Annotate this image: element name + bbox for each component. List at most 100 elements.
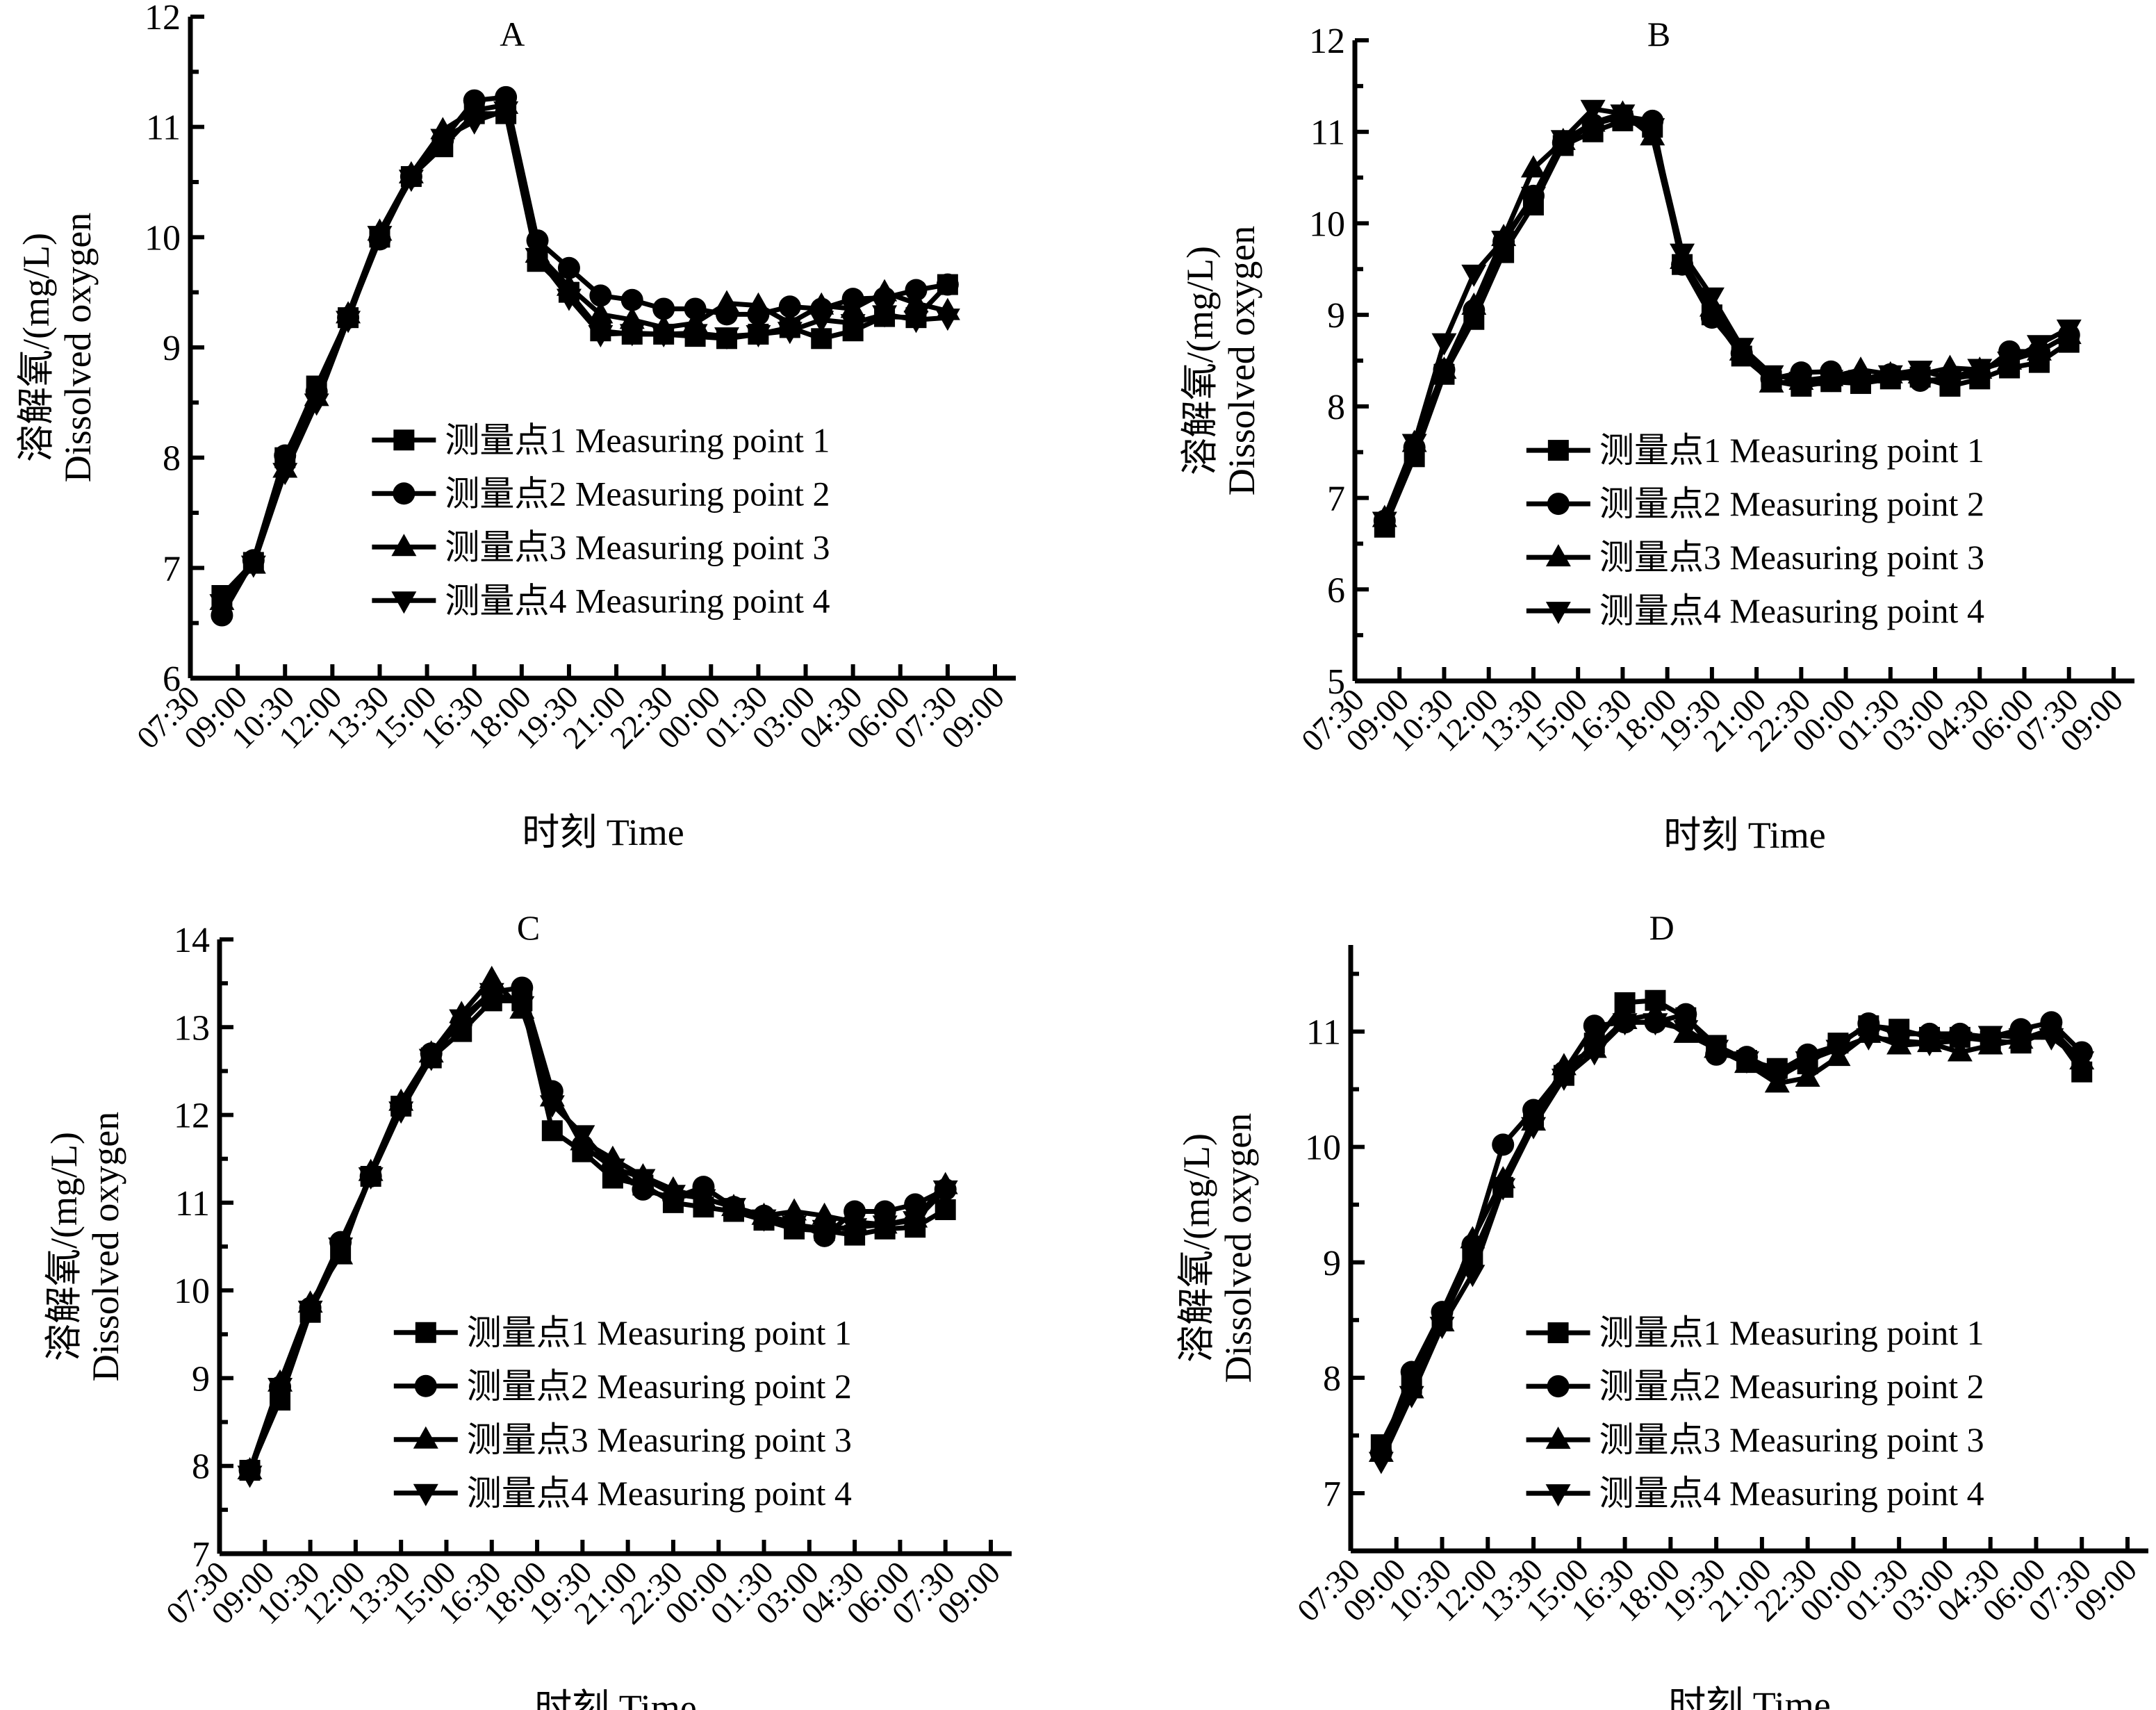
y-axis-title-cn: 溶解氧/(mg/L) — [43, 1132, 85, 1361]
y-axis-title-en: Dissolved oxygen — [85, 1112, 126, 1381]
legend-item: 测量点3 Measuring point 3 — [393, 1420, 852, 1459]
data-point — [328, 1238, 354, 1260]
data-point — [1856, 1028, 1882, 1051]
data-point — [751, 1209, 777, 1232]
data-point — [1825, 1039, 1851, 1062]
data-point — [684, 297, 707, 320]
panel-b: 5678910111207:3009:0010:3012:0013:3015:0… — [1179, 15, 2134, 856]
panel-title: D — [1649, 908, 1674, 947]
y-tick-label: 12 — [145, 0, 181, 38]
y-tick-label: 9 — [1323, 1244, 1341, 1283]
data-point — [842, 1218, 868, 1241]
data-point — [1491, 231, 1517, 254]
data-point — [1368, 1452, 1394, 1474]
y-tick-label: 8 — [163, 439, 181, 479]
x-axis-title: 时刻 Time — [534, 1687, 697, 1710]
legend-item: 测量点2 Measuring point 2 — [1526, 484, 1984, 523]
series-4 — [209, 101, 960, 617]
y-tick-label: 13 — [174, 1008, 210, 1048]
data-point — [721, 1198, 746, 1221]
y-tick-label: 10 — [1305, 1128, 1341, 1168]
legend-item: 测量点1 Measuring point 1 — [1526, 431, 1984, 470]
legend-item: 测量点4 Measuring point 4 — [372, 581, 830, 620]
y-tick-label: 5 — [1327, 662, 1345, 702]
panel-c: 789101112131407:3009:0010:3012:0013:3015… — [43, 908, 1012, 1710]
y-tick-label: 7 — [1327, 479, 1345, 519]
x-axis-title: 时刻 Time — [522, 812, 684, 853]
y-tick-label: 8 — [192, 1447, 210, 1487]
legend-item: 测量点1 Measuring point 1 — [1526, 1313, 1984, 1352]
data-point — [935, 309, 960, 331]
data-point — [367, 226, 393, 249]
y-tick-label: 8 — [1327, 388, 1345, 427]
y-tick-label: 11 — [175, 1184, 210, 1224]
data-point — [1399, 1386, 1424, 1408]
data-point — [1640, 118, 1665, 141]
legend: 测量点1 Measuring point 1 测量点2 Measuring poi… — [393, 1313, 852, 1513]
data-point — [461, 112, 487, 135]
legend-label: 测量点3 Measuring point 3 — [1599, 538, 1984, 577]
y-axis-title-cn: 溶解氧/(mg/L) — [1179, 246, 1221, 475]
legend-marker — [1547, 440, 1569, 461]
legend-marker — [1545, 602, 1571, 625]
data-point — [1788, 371, 1814, 394]
panel-title: A — [500, 15, 525, 54]
legend-label: 测量点2 Measuring point 2 — [1599, 1367, 1984, 1406]
data-point — [209, 594, 235, 617]
data-point — [1674, 1003, 1697, 1026]
x-axis-title: 时刻 Time — [1663, 814, 1826, 856]
data-point — [782, 1215, 807, 1238]
data-point — [1429, 1317, 1455, 1340]
legend-label: 测量点1 Measuring point 1 — [1599, 1313, 1984, 1352]
legend-marker — [1547, 1322, 1569, 1344]
data-point — [1877, 365, 1903, 388]
legend-item: 测量点4 Measuring point 4 — [393, 1474, 852, 1513]
legend-item: 测量点3 Measuring point 3 — [1526, 538, 1984, 577]
y-tick-label: 6 — [1327, 570, 1345, 610]
y-axis-title-en: Dissolved oxygen — [1221, 226, 1262, 495]
legend-marker — [415, 1322, 436, 1343]
panel-a: 678910111207:3009:0010:3012:0013:3015:00… — [15, 0, 1016, 853]
legend-label: 测量点3 Measuring point 3 — [467, 1420, 852, 1459]
legend-label: 测量点2 Measuring point 2 — [445, 474, 830, 513]
data-point — [358, 1167, 384, 1190]
data-point — [1580, 99, 1606, 122]
legend-item: 测量点1 Measuring point 1 — [372, 420, 830, 459]
data-point — [336, 311, 361, 334]
data-point — [511, 976, 534, 999]
data-point — [2039, 1028, 2064, 1051]
legend-item: 测量点3 Measuring point 3 — [1526, 1420, 1984, 1459]
panel-title: C — [517, 908, 540, 947]
legend-label: 测量点3 Measuring point 3 — [445, 527, 830, 566]
data-point — [1947, 1031, 1973, 1054]
data-point — [903, 290, 929, 313]
data-point — [1795, 1064, 1820, 1087]
data-point — [588, 324, 614, 347]
data-point — [932, 1180, 958, 1203]
data-point — [1490, 1178, 1516, 1201]
series-4 — [237, 983, 958, 1488]
data-point — [630, 1169, 656, 1192]
y-tick-label: 7 — [163, 549, 181, 589]
y-tick-label: 9 — [1327, 296, 1345, 336]
legend-marker — [391, 534, 417, 557]
x-axis-title: 时刻 Time — [1668, 1684, 1831, 1710]
data-point — [398, 170, 424, 192]
data-point — [557, 256, 580, 279]
data-point — [809, 311, 834, 334]
data-point — [935, 1199, 956, 1220]
data-point — [1461, 264, 1487, 287]
legend: 测量点1 Measuring point 1 测量点2 Measuring poi… — [372, 420, 830, 620]
legend-marker — [1545, 544, 1571, 567]
y-tick-label: 8 — [1323, 1359, 1341, 1399]
data-point — [1372, 511, 1397, 534]
data-point — [660, 1185, 686, 1208]
data-point — [936, 273, 959, 296]
data-point — [652, 297, 675, 320]
data-point — [1581, 1043, 1607, 1066]
data-point — [297, 1300, 323, 1323]
data-point — [1759, 365, 1784, 388]
data-point — [872, 279, 898, 302]
y-tick-label: 12 — [1309, 22, 1345, 61]
data-point — [1610, 104, 1636, 127]
